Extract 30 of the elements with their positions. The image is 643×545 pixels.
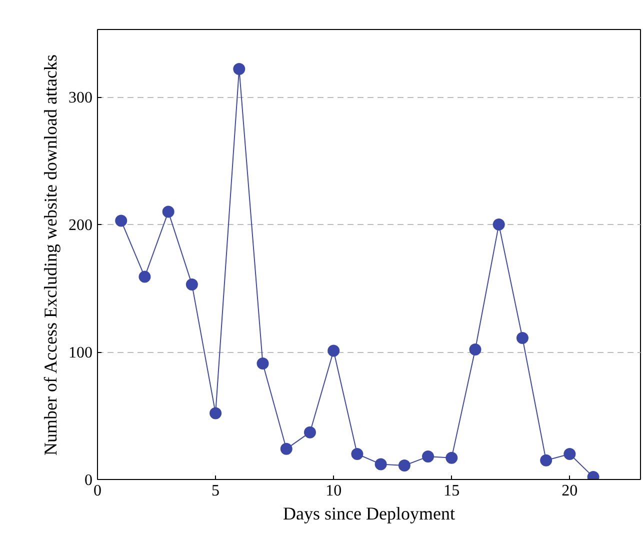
- point: [280, 442, 292, 455]
- y-tick-label: 300: [68, 90, 92, 107]
- x-tick-label: 20: [562, 482, 578, 500]
- point: [138, 270, 151, 283]
- x-tick-label: 10: [326, 482, 342, 500]
- point: [162, 206, 174, 218]
- x-axis-title: Days since Deployment: [283, 504, 455, 524]
- point: [398, 459, 410, 472]
- point: [516, 332, 528, 344]
- point: [469, 343, 482, 356]
- y-tick-label: 0: [84, 472, 92, 489]
- point: [422, 450, 434, 463]
- point: [210, 407, 222, 420]
- point: [256, 358, 269, 370]
- point: [304, 426, 316, 438]
- y-tick-label: 100: [68, 344, 92, 362]
- point: [446, 452, 458, 464]
- point: [328, 344, 340, 357]
- x-tick-label: 5: [212, 482, 220, 500]
- point: [233, 63, 246, 76]
- point: [374, 458, 387, 470]
- point: [564, 448, 576, 460]
- point: [540, 454, 552, 466]
- y-axis-title: Number of Access Excluding website download attacks: [40, 54, 60, 456]
- point: [186, 278, 198, 290]
- point: [492, 218, 505, 231]
- y-tick-label: 200: [68, 217, 92, 234]
- point: [115, 214, 128, 227]
- point: [351, 448, 364, 460]
- x-tick-label: 15: [444, 482, 460, 500]
